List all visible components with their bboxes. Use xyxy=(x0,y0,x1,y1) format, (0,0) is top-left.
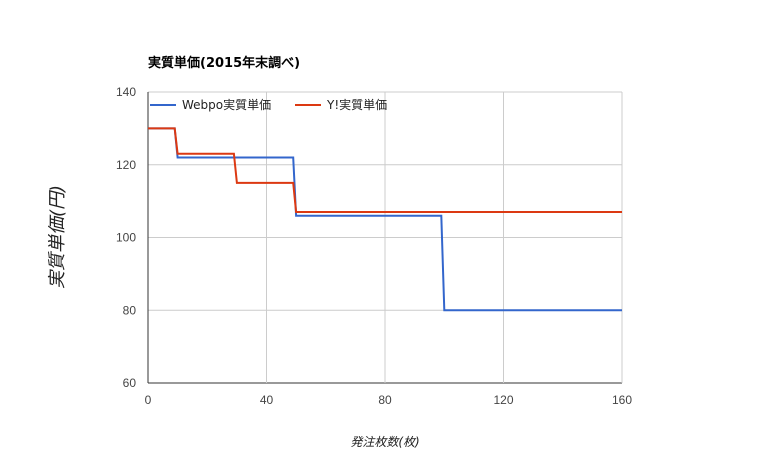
x-tick-label: 40 xyxy=(260,393,274,407)
y-tick-label: 100 xyxy=(116,231,136,245)
x-tick-label: 0 xyxy=(145,393,152,407)
legend-label-2: Y!実質単価 xyxy=(326,97,387,112)
x-axis-label: 発注枚数(枚) xyxy=(350,435,419,449)
y-tick-label: 140 xyxy=(116,85,136,99)
legend: Webpo実質単価 Y!実質単価 xyxy=(150,97,387,112)
y-tick-label: 120 xyxy=(116,158,136,172)
y-tick-label: 60 xyxy=(123,376,137,390)
x-axis-ticks: 0 40 80 120 160 xyxy=(145,393,633,407)
series-line-2 xyxy=(148,127,622,213)
x-tick-label: 120 xyxy=(493,393,513,407)
legend-label-1: Webpo実質単価 xyxy=(182,97,271,112)
y-axis-label: 実質単価(円) xyxy=(47,185,68,289)
chart-title: 実質単価(2015年末調べ) xyxy=(148,55,300,71)
y-axis-ticks: 60 80 100 120 140 xyxy=(116,85,136,390)
grid xyxy=(147,91,623,384)
x-tick-label: 80 xyxy=(378,393,392,407)
y-tick-label: 80 xyxy=(123,303,137,317)
x-tick-label: 160 xyxy=(612,393,632,407)
series-layer xyxy=(148,127,622,312)
